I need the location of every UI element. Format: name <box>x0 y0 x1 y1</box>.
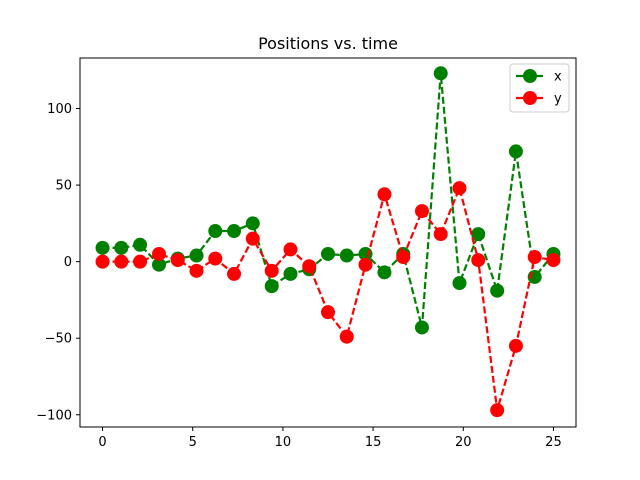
data-point-y <box>508 338 523 353</box>
data-point-y <box>452 181 467 196</box>
x-tick-label: 25 <box>545 435 562 450</box>
data-point-y <box>339 329 354 344</box>
data-point-y <box>170 253 185 268</box>
y-tick-label: −50 <box>45 332 72 347</box>
legend-label: x <box>554 70 562 85</box>
chart-title: Positions vs. time <box>258 34 398 53</box>
x-axis: 0 5 10 15 20 25 <box>98 427 562 450</box>
series-y <box>95 181 561 418</box>
data-point-x <box>283 266 298 281</box>
data-point-y <box>414 204 429 219</box>
data-point-y <box>433 227 448 242</box>
x-tick-label: 20 <box>455 435 472 450</box>
x-tick-label: 5 <box>189 435 197 450</box>
data-point-y <box>358 257 373 272</box>
data-point-y <box>377 187 392 202</box>
legend-item-x: x <box>516 69 562 85</box>
data-point-y <box>245 231 260 246</box>
data-point-y <box>114 254 129 269</box>
data-point-x <box>245 216 260 231</box>
x-tick-label: 0 <box>98 435 106 450</box>
data-point-y <box>396 250 411 265</box>
y-tick-label: 100 <box>47 102 72 117</box>
data-point-x <box>95 240 110 255</box>
y-tick-label: −100 <box>36 408 72 423</box>
data-point-y <box>151 246 166 261</box>
data-point-x <box>339 248 354 263</box>
data-point-y <box>302 259 317 274</box>
data-point-x <box>433 66 448 81</box>
x-tick-label: 15 <box>365 435 382 450</box>
legend-item-y: y <box>516 91 562 107</box>
legend-marker <box>523 91 537 105</box>
data-point-y <box>189 263 204 278</box>
x-tick-label: 10 <box>275 435 292 450</box>
data-point-x <box>452 276 467 291</box>
data-point-y <box>321 305 335 320</box>
data-point-y <box>208 251 223 266</box>
data-point-y <box>133 254 148 269</box>
legend-marker <box>523 69 537 83</box>
data-point-x <box>114 240 129 255</box>
data-point-x <box>264 279 279 294</box>
data-point-y <box>527 250 542 265</box>
data-point-x <box>508 144 523 159</box>
y-axis: −100 −50 0 50 100 <box>36 102 80 423</box>
series-layer <box>95 66 561 418</box>
legend: xy <box>509 63 570 113</box>
axes-frame <box>79 57 577 428</box>
data-point-y <box>490 403 505 418</box>
legend-label: y <box>554 92 562 107</box>
data-point-y <box>471 253 486 268</box>
y-tick-label: 50 <box>55 179 72 194</box>
data-point-y <box>95 254 110 269</box>
data-point-x <box>227 224 242 239</box>
data-point-x <box>208 224 223 239</box>
data-point-y <box>264 263 279 278</box>
data-point-x <box>490 283 505 298</box>
data-point-x <box>151 257 166 272</box>
data-point-x <box>377 265 392 280</box>
data-point-x <box>471 227 486 242</box>
data-point-y <box>227 266 242 281</box>
data-point-y <box>283 242 298 257</box>
y-tick-label: 0 <box>64 255 72 270</box>
data-point-x <box>133 237 148 252</box>
data-point-x <box>414 320 429 335</box>
data-point-x <box>321 246 335 261</box>
data-point-x <box>189 248 204 263</box>
data-point-y <box>546 253 561 268</box>
